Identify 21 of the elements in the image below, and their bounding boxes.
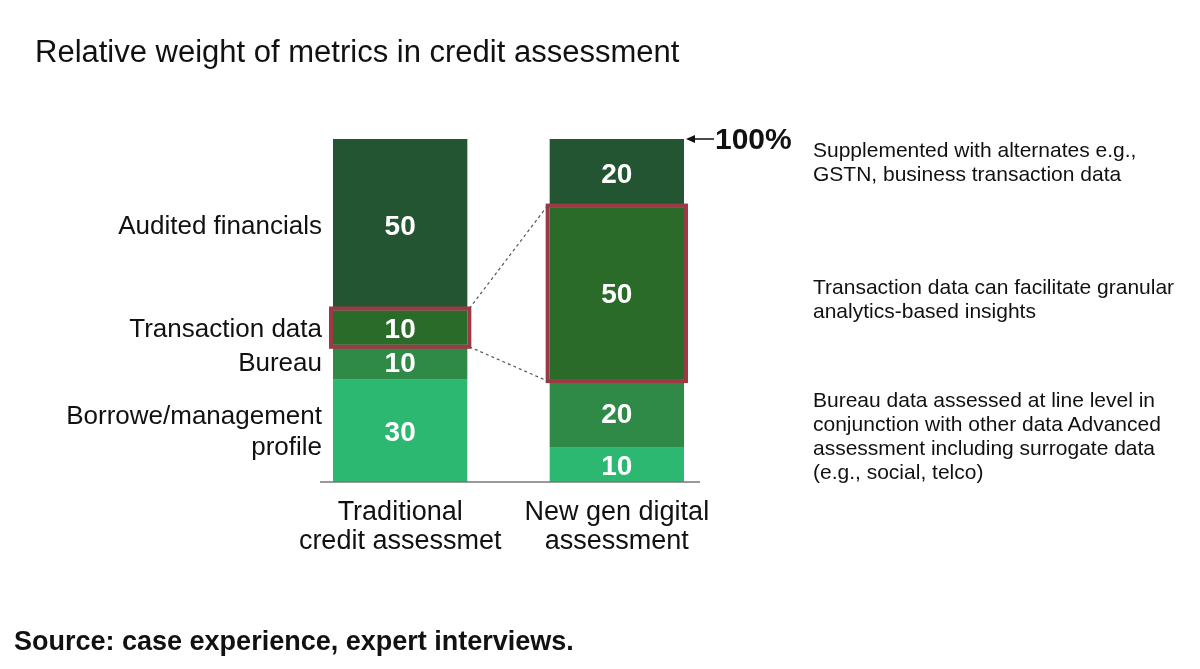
text: Supplemented with alternates e.g., GSTN, business transaction data [813,137,1137,185]
data-label: 20 [601,158,633,190]
text: Transaction data can facilitate granular analytics-based insights [813,274,1175,322]
data-label: 10 [384,346,416,378]
data-label: 30 [384,415,416,447]
series-label: Bureau [238,347,322,378]
data-label: 10 [601,449,633,481]
data-label: 20 [601,398,633,430]
chart-title: Relative weight of metrics in credit assessment [35,34,680,69]
series-label: Audited financials [118,209,322,240]
data-label: 50 [384,209,416,241]
data-label: 10 [384,312,416,344]
series-label: Borrowe/management profile [66,400,323,462]
data-label: 50 [601,278,633,310]
text: 100% [715,122,792,155]
series-label: Transaction data [129,312,323,343]
x-tick-label: Traditional credit assessmet [298,495,502,555]
text: Bureau data assessed at line level in conjunction with other data Advanced assessment including surrogate data (e.g., social, telco) [813,387,1161,483]
x-tick-label: New gen digital assessment [524,495,710,555]
bar [333,379,468,482]
source-note: Source: case experience, expert interviews. [14,626,574,656]
